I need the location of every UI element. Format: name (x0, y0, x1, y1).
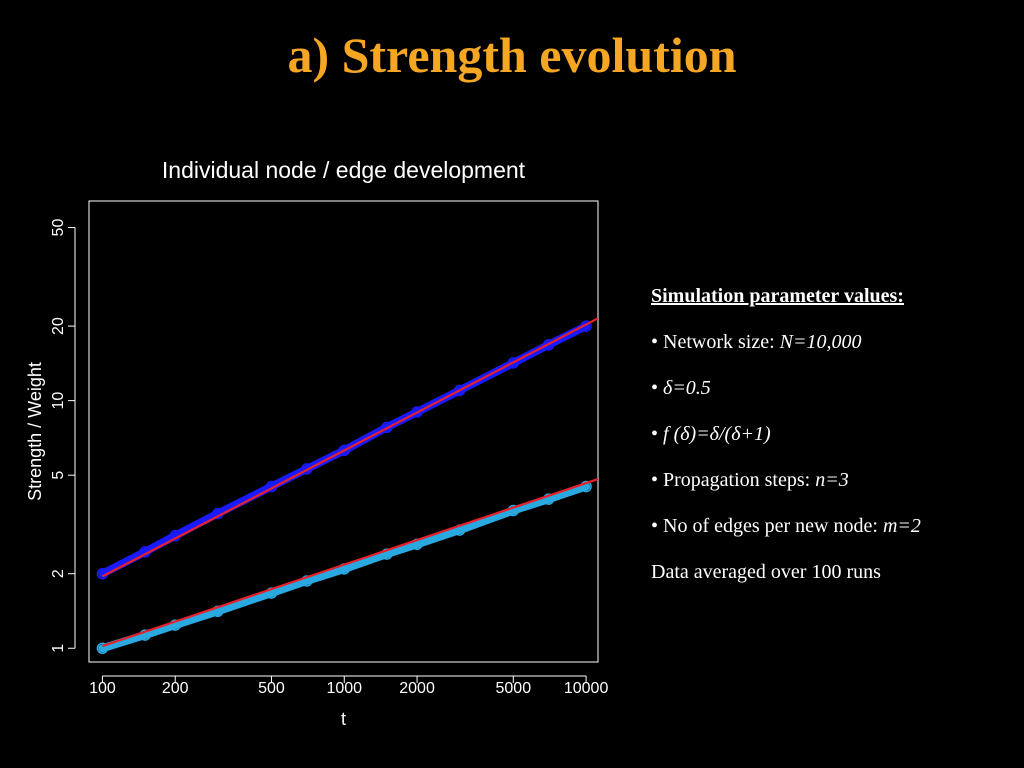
series-1-point (301, 575, 313, 587)
x-tick-label: 1000 (326, 680, 362, 697)
series-0-point (381, 421, 393, 434)
series-1-point (580, 480, 592, 493)
series-0-point (453, 384, 466, 397)
x-tick-label: 10000 (564, 680, 609, 697)
series-0-point (542, 339, 555, 351)
series-3-fit-line (102, 478, 598, 648)
series-0-point (338, 444, 351, 457)
parameters-heading: Simulation parameter values: (651, 285, 904, 307)
param-network-size: • Network size: N=10,000 (651, 328, 1021, 374)
param-edges-per-node: • No of edges per new node: m=2 (651, 512, 1021, 558)
series-0-point (507, 357, 520, 369)
series-0-point (301, 463, 313, 475)
series-1-point (542, 493, 555, 505)
y-tick-label: 1 (50, 644, 67, 653)
parameters-panel: Simulation parameter values: • Network s… (651, 282, 1021, 604)
param-value: m=2 (882, 515, 921, 537)
series-1-point (96, 642, 109, 655)
series-2-fit-line (101, 317, 598, 578)
y-axis-label: Strength / Weight (25, 362, 45, 501)
x-tick-label: 500 (258, 680, 285, 697)
param-value: n=3 (815, 469, 849, 491)
param-f-delta: • f (δ)=δ/(δ+1) (651, 420, 1021, 466)
param-prefix: • Propagation steps: (651, 469, 816, 491)
param-propagation-steps: • Propagation steps: n=3 (651, 466, 1021, 512)
series-1-point (139, 629, 151, 641)
slide-title: a) Strength evolution (287, 27, 737, 83)
x-tick-label: 2000 (399, 680, 435, 697)
param-prefix: • (651, 377, 664, 399)
x-tick-label: 100 (89, 680, 116, 697)
param-value: f (δ)=δ/(δ+1) (663, 423, 771, 445)
x-tick-label: 200 (162, 680, 189, 697)
series-1-point (507, 504, 520, 517)
y-tick-label: 50 (50, 219, 67, 237)
param-value: δ=0.5 (663, 377, 711, 399)
series-0-point (411, 406, 423, 418)
parameters-footer: Data averaged over 100 runs (651, 561, 881, 583)
x-axis-label: t (341, 709, 346, 729)
chart-title: Individual node / edge development (162, 157, 526, 183)
y-tick-label: 20 (50, 317, 67, 335)
x-tick-label: 5000 (496, 680, 532, 697)
y-tick-label: 10 (50, 392, 67, 410)
param-prefix: • No of edges per new node: (651, 515, 883, 537)
series-1-band (98, 482, 591, 653)
param-prefix: • (651, 423, 664, 445)
plot-frame (88, 200, 599, 663)
param-delta: • δ=0.5 (651, 374, 1021, 420)
series-1-point (169, 619, 181, 631)
param-value: N=10,000 (779, 331, 862, 353)
param-prefix: • Network size: (651, 331, 780, 353)
y-tick-label: 5 (50, 471, 67, 480)
y-tick-label: 2 (50, 569, 67, 578)
